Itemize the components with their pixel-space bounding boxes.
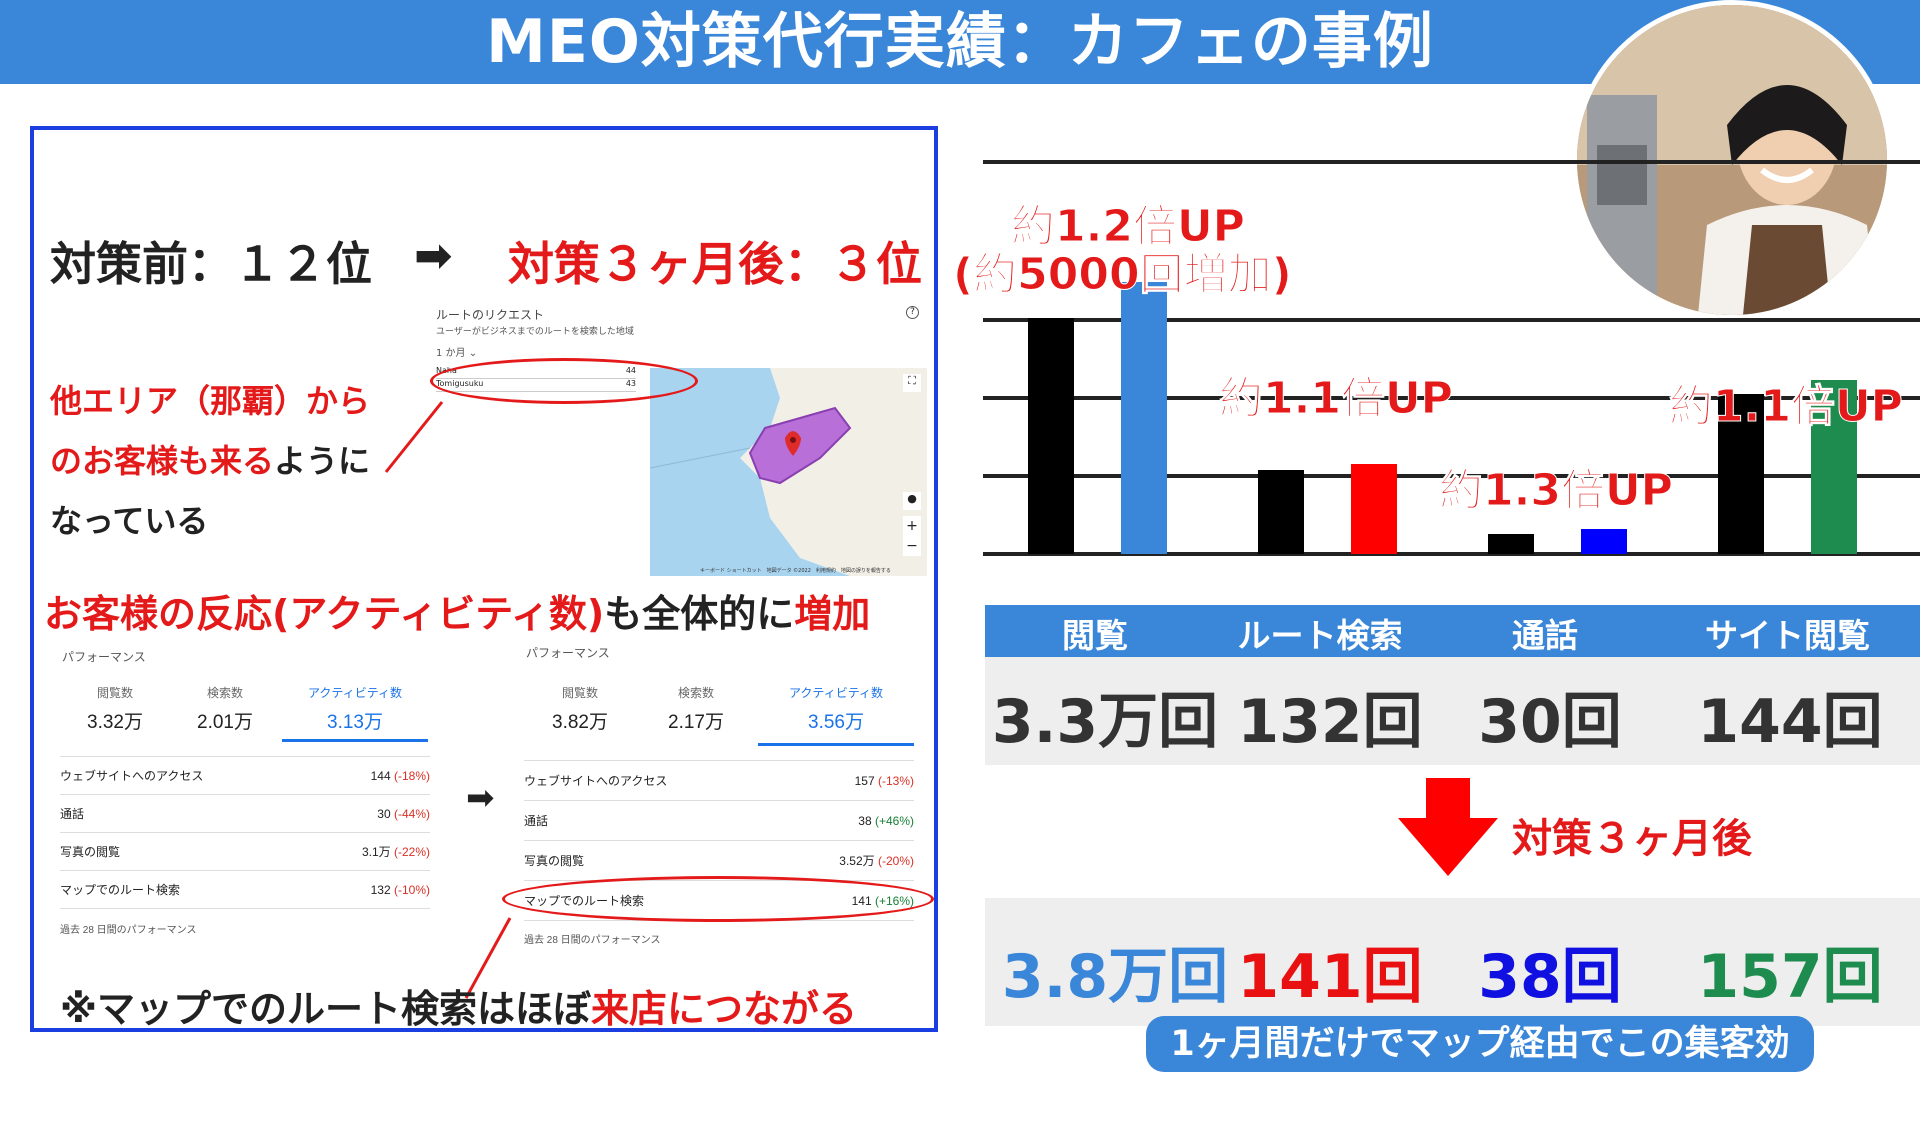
table-row: ウェブサイトへのアクセス 144 (-18%)	[60, 757, 430, 795]
highlight-ellipse	[430, 358, 698, 404]
table-row: マップでのルート検索 132 (-10%)	[60, 871, 430, 909]
metric-value: 3.82万	[552, 712, 608, 733]
zoom-control[interactable]: + −	[903, 516, 921, 556]
metrics: 閲覧数 3.32万 検索数 2.01万 アクティビティ数 3.13万	[60, 684, 430, 742]
route-card-title: ルートのリクエスト	[436, 308, 545, 322]
metric-label: 閲覧数	[96, 686, 133, 700]
callout-line	[464, 917, 512, 999]
table-row: 写真の閲覧 3.52万 (-20%)	[524, 841, 914, 881]
metric-value: 2.17万	[668, 712, 724, 733]
annotation-label: (約5000回増加)	[953, 249, 1293, 301]
table-row: 通話 38 (+46%)	[524, 801, 914, 841]
note-line-1: 他エリア（那覇）から	[50, 382, 371, 420]
annotation-label: 約1.2倍UP	[1011, 201, 1246, 253]
metrics: 閲覧数 3.82万 検索数 2.17万 アクティビティ数 3.56万	[524, 684, 916, 746]
note-line-3: なっている	[50, 502, 209, 540]
map-footer: キーボード ショートカット 地図データ ©2022 利用規約 地図の誤りを報告す…	[700, 568, 891, 574]
performance-before-card: パフォーマンス 閲覧数 3.32万 検索数 2.01万 アクティビティ数 3.13万 …	[60, 640, 430, 940]
period-select[interactable]: 1 か月 ⌄	[436, 348, 478, 359]
highlight-ellipse	[502, 876, 934, 922]
route-card-subtitle: ユーザーがビジネスまでのルートを検索した地域	[436, 327, 634, 337]
bar-after	[1351, 464, 1397, 554]
bar-before	[1028, 318, 1074, 554]
value-cell: 30回	[1478, 687, 1622, 757]
metric-value: 3.32万	[87, 712, 143, 733]
arrow-icon: ➡	[414, 228, 453, 282]
before-rank: 対策前：１２位	[50, 237, 372, 291]
value-cell: 144回	[1697, 687, 1883, 757]
metrics-table-header: 閲覧 ルート検索 通話 サイト閲覧	[985, 605, 1920, 657]
annotation-label: 約1.1倍UP	[1219, 373, 1454, 425]
gridline	[983, 552, 1920, 556]
gridline	[983, 474, 1920, 478]
gridline	[983, 396, 1920, 400]
annotation-label: 約1.1倍UP	[1669, 381, 1904, 433]
bottom-note: ※マップでのルート検索はほぼ来店につながる	[60, 987, 857, 1031]
after-values-row: 3.8万回 141回 38回 157回	[985, 898, 1920, 1026]
pegman-icon[interactable]: ●	[903, 492, 921, 510]
bar-chart: 約1.2倍UP (約5000回増加) 約1.1倍UP 約1.3倍UP 約1.1倍UP	[953, 100, 1920, 560]
page-title: MEO対策代行実績：カフェの事例	[0, 0, 1920, 84]
after-label: 対策３ヶ月後	[1512, 816, 1752, 862]
value-cell: 157回	[1697, 942, 1883, 1012]
map[interactable]: ⛶ ● + − キーボード ショートカット 地図データ ©2022 利用規約 地図…	[650, 368, 927, 576]
metric-value: 2.01万	[197, 712, 253, 733]
column-header: サイト閲覧	[1705, 616, 1870, 655]
bar-before	[1718, 394, 1764, 554]
table-row: 通話 30 (-44%)	[60, 795, 430, 833]
before-values-row: 3.3万回 132回 30回 144回	[985, 657, 1920, 765]
fullscreen-icon[interactable]: ⛶	[903, 374, 921, 392]
value-cell: 3.3万回	[991, 687, 1219, 757]
perf-rows: ウェブサイトへのアクセス 144 (-18%) 通話 30 (-44%) 写真の閲覧…	[60, 756, 430, 936]
perf-title: パフォーマンス	[526, 646, 610, 660]
note-line-2: のお客様も来るように	[50, 442, 371, 480]
route-request-card: ルートのリクエスト ユーザーがビジネスまでのルートを検索した地域 ? 1 か月 …	[432, 300, 927, 578]
arrow-icon: ➡	[466, 778, 495, 818]
bar-after	[1811, 380, 1857, 554]
column-header: 通話	[1512, 616, 1578, 655]
table-row: ウェブサイトへのアクセス 157 (-13%)	[524, 761, 914, 801]
perf-footer: 過去 28 日間のパフォーマンス	[524, 935, 661, 946]
table-row: 写真の閲覧 3.1万 (-22%)	[60, 833, 430, 871]
after-rank: 対策３ヶ月後：３位	[508, 237, 922, 291]
callout-line	[384, 401, 444, 473]
value-cell: 132回	[1237, 687, 1423, 757]
metric-label: 検索数	[206, 686, 243, 700]
column-header: 閲覧	[1062, 616, 1128, 655]
tab-activity[interactable]: アクティビティ数 3.56万	[758, 684, 914, 746]
bar-after	[1581, 529, 1627, 554]
value-cell: 141回	[1237, 942, 1423, 1012]
perf-title: パフォーマンス	[62, 650, 146, 664]
gridline	[983, 318, 1920, 322]
summary-pill: 1ヶ月間だけでマップ経由でこの集客効果！	[1146, 1016, 1814, 1120]
metric-label: 検索数	[677, 686, 714, 700]
column-header: ルート検索	[1237, 616, 1403, 655]
value-cell: 3.8万回	[1001, 942, 1229, 1012]
tab-activity[interactable]: アクティビティ数 3.13万	[282, 684, 428, 742]
annotation-label: 約1.3倍UP	[1439, 465, 1674, 517]
metric-label: 閲覧数	[561, 686, 598, 700]
help-icon[interactable]: ?	[906, 306, 919, 319]
bar-before	[1488, 534, 1534, 554]
value-cell: 38回	[1478, 942, 1622, 1012]
down-arrow-icon	[1398, 778, 1498, 876]
gridline	[983, 160, 1920, 164]
reaction-headline: お客様の反応(アクティビティ数)も全体的に増加	[44, 592, 871, 636]
perf-footer: 過去 28 日間のパフォーマンス	[60, 925, 197, 936]
bar-after	[1121, 282, 1167, 554]
bar-before	[1258, 470, 1304, 554]
